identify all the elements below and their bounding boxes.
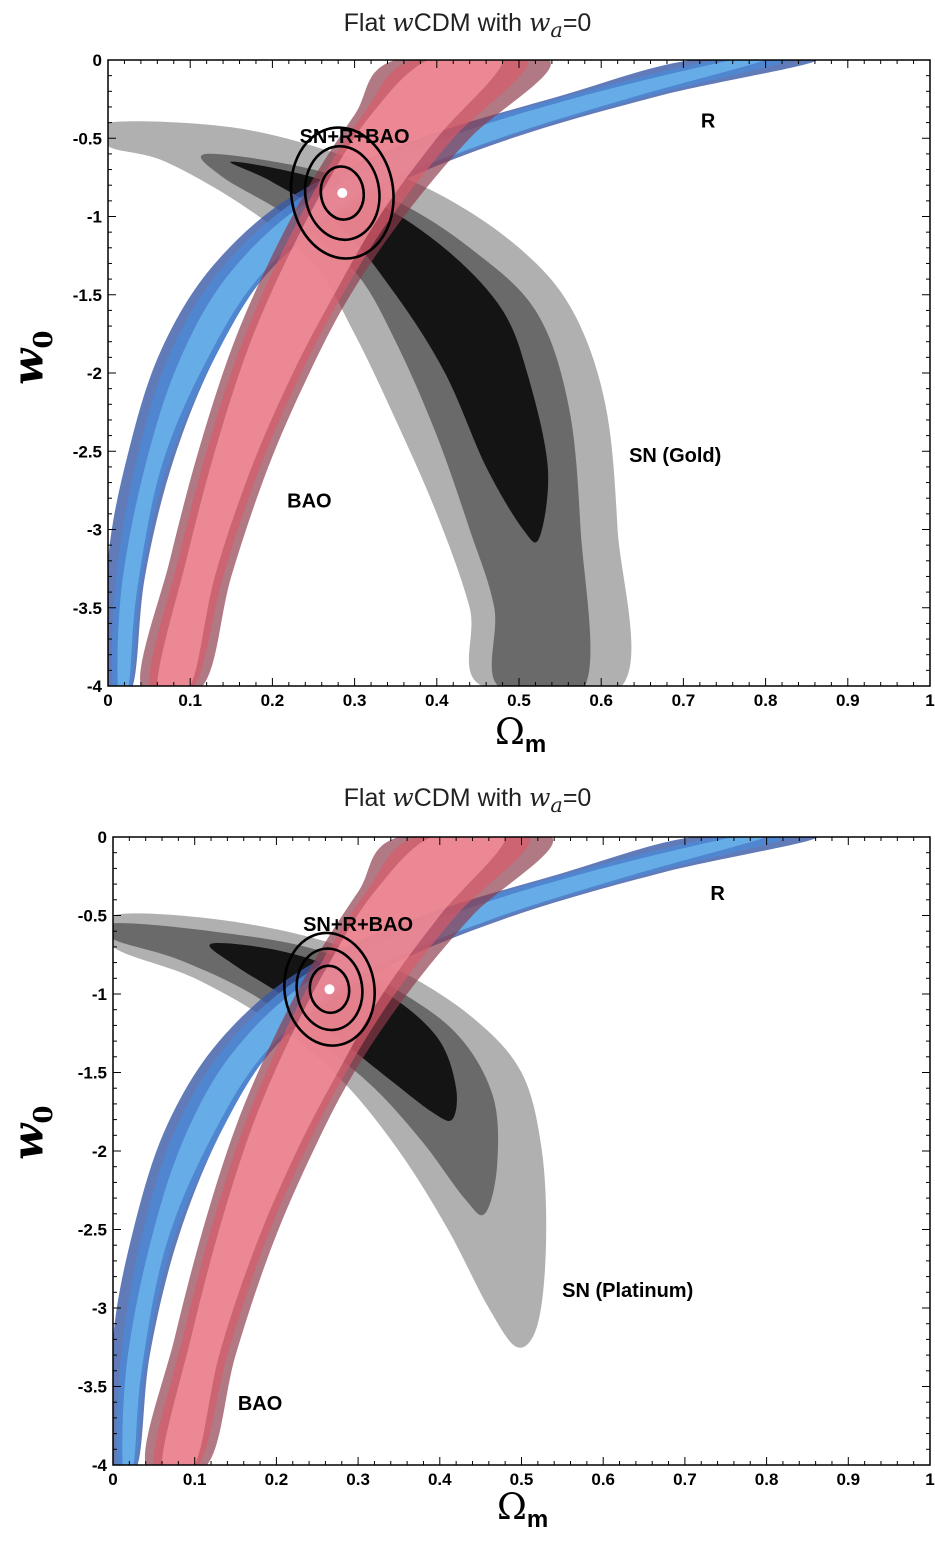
- x-tick-label: 0.2: [261, 691, 285, 710]
- chart-title: Flat wCDM with wa=0: [343, 8, 592, 42]
- y-tick-label: -0.5: [73, 129, 102, 148]
- sn-contour-mid: [200, 153, 591, 686]
- x-tick-label: 0.7: [673, 1470, 697, 1489]
- annotation-label: R: [701, 110, 716, 132]
- chart-panel-gold: Flat wCDM with wa=0 w0 Ωm 0 0.1 0.2 0.3 0.4 0…: [0, 0, 935, 775]
- y-tick-label: -3: [87, 521, 102, 540]
- y-tick-label: -4: [87, 677, 103, 696]
- y-tick-label: -1.5: [73, 286, 102, 305]
- x-tick-label: 0.6: [591, 1470, 615, 1489]
- bao-contour-inner: [161, 837, 506, 1465]
- y-tick-label: -2: [92, 1142, 107, 1161]
- x-tick-label: 1: [925, 1470, 934, 1489]
- plot-area: [113, 837, 819, 1465]
- y-tick-label: -1: [87, 208, 102, 227]
- x-tick-label: 0.3: [346, 1470, 370, 1489]
- x-tick-label: 0: [108, 1470, 117, 1489]
- annotation-label: SN (Gold): [629, 445, 721, 467]
- x-tick-label: 0.4: [425, 691, 449, 710]
- y-tick-label: -3.5: [73, 599, 102, 618]
- combined-contour-1: [283, 931, 376, 1047]
- contour-plot: 0 0.1 0.2 0.3 0.4 0.5 0.6 0.7 0.8 0.9 1 0 -0.5 -1 -1.5…: [78, 828, 935, 1489]
- annotation-label: R: [710, 883, 725, 905]
- combined-contour-3: [308, 964, 351, 1015]
- x-tick-label: 0.7: [672, 691, 696, 710]
- y-tick-label: -3.5: [78, 1378, 107, 1397]
- sn-contour-inner: [230, 161, 549, 543]
- x-axis-label: Ωm: [495, 712, 547, 759]
- tick-marks: [107, 59, 931, 687]
- x-axis-label: Ωm: [497, 1487, 549, 1534]
- best-fit-point: [337, 188, 348, 199]
- annotation-label: SN (Platinum): [562, 1280, 693, 1302]
- x-tick-label: 0.4: [428, 1470, 452, 1489]
- y-tick-label: -2: [87, 364, 102, 383]
- y-tick-label: -4: [92, 1456, 108, 1475]
- x-tick-label: 1: [925, 691, 934, 710]
- plot-area: [108, 60, 818, 686]
- y-tick-label: -3: [92, 1299, 107, 1318]
- x-tick-label: 0.8: [754, 691, 778, 710]
- annotation-label: SN+R+BAO: [303, 914, 413, 936]
- annotation-label: BAO: [287, 491, 331, 513]
- annotation-label: BAO: [238, 1393, 282, 1415]
- contour-plot: 0 0.1 0.2 0.3 0.4 0.5 0.6 0.7 0.8 0.9 1 0 -0.5 -1 -1.5…: [73, 51, 935, 710]
- chart-panel-platinum: Flat wCDM with wa=0 w0 Ωm 0 0.1 0.2 0.3 0.4 0…: [0, 775, 935, 1551]
- combined-contour-3: [319, 165, 366, 221]
- y-tick-label: 0: [98, 828, 107, 847]
- chart-title: Flat wCDM with wa=0: [343, 783, 592, 817]
- x-tick-label: 0.6: [589, 691, 613, 710]
- r-contour-mid: [111, 60, 791, 686]
- x-tick-label: 0.5: [510, 1470, 534, 1489]
- x-tick-label: 0.1: [183, 1470, 207, 1489]
- y-tick-label: -0.5: [78, 907, 107, 926]
- y-tick-label: -1: [92, 985, 107, 1004]
- y-tick-label: 0: [93, 51, 102, 70]
- x-tick-label: 0.3: [343, 691, 367, 710]
- x-tick-label: 0.5: [507, 691, 531, 710]
- bao-contour-inner: [157, 60, 503, 686]
- y-tick-label: -2.5: [73, 442, 102, 461]
- bao-contour-outer: [140, 60, 551, 686]
- y-tick-label: -1.5: [78, 1064, 107, 1083]
- x-tick-label: 0.1: [178, 691, 202, 710]
- bao-contour-outer: [144, 837, 554, 1465]
- combined-contour-1: [289, 126, 395, 260]
- x-tick-label: 0.9: [836, 1470, 860, 1489]
- x-tick-label: 0.8: [755, 1470, 779, 1489]
- best-fit-point: [324, 984, 335, 995]
- combined-contour-2: [295, 947, 364, 1032]
- tick-marks: [112, 836, 931, 1466]
- x-tick-label: 0.2: [265, 1470, 289, 1489]
- combined-contour-2: [303, 144, 381, 242]
- x-tick-label: 0.9: [836, 691, 860, 710]
- x-tick-label: 0: [103, 691, 112, 710]
- y-tick-label: -2.5: [78, 1221, 107, 1240]
- annotation-label: SN+R+BAO: [300, 126, 410, 148]
